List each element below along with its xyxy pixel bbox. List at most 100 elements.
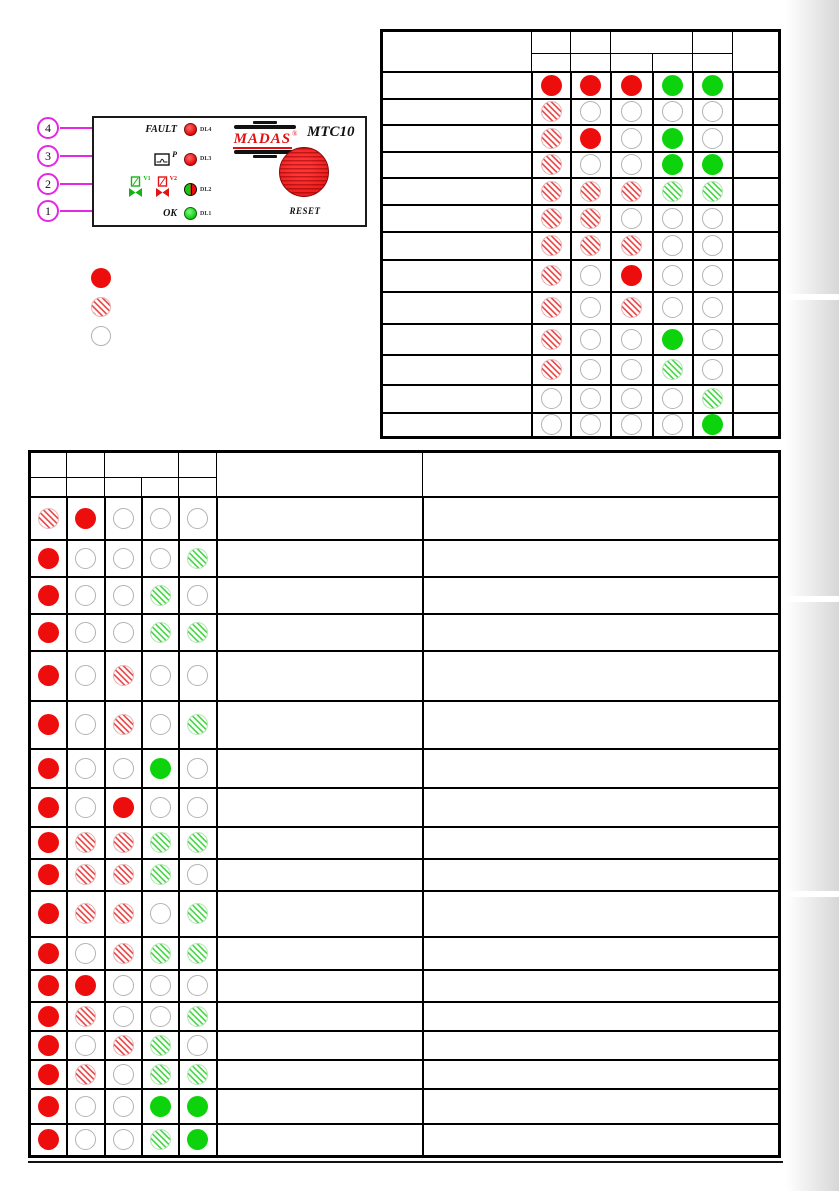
- description-cell: [215, 538, 424, 578]
- led-off-icon: [621, 101, 642, 122]
- led-state-cell: [28, 1000, 68, 1032]
- led-state-cell: [691, 150, 734, 179]
- led-state-cell: [28, 495, 68, 541]
- description-cell: [421, 747, 781, 789]
- table-row: [380, 258, 781, 293]
- description-cell: [215, 857, 424, 892]
- led-state-cell: [65, 935, 106, 971]
- reset-button: [279, 147, 329, 197]
- led-state-cell: [691, 322, 734, 356]
- bottom-table-header: [29, 451, 780, 497]
- led-green-blinking-icon: [187, 714, 208, 735]
- led-state-cell: [609, 97, 654, 126]
- led-dl2-icon: [184, 183, 197, 196]
- led-state-cell: [569, 322, 612, 356]
- panel-row-fault: FAULT DL4: [124, 123, 244, 136]
- callout-1: 1: [37, 200, 59, 222]
- led-off-icon: [187, 584, 208, 606]
- logo-bar-bottom: [234, 150, 296, 154]
- led-state-cell: [177, 857, 218, 892]
- description-cell: [421, 825, 781, 860]
- led-state-cell: [140, 857, 180, 892]
- led-red-on-icon: [37, 714, 59, 735]
- led-green-blinking-icon: [187, 903, 208, 924]
- description-cell: [731, 383, 781, 414]
- logo-bar-top-nub: [253, 121, 277, 124]
- led-state-cell: [569, 411, 612, 439]
- table-row: [28, 699, 781, 750]
- top-header-led2-cell: [570, 30, 611, 54]
- led-state-cell: [177, 699, 218, 750]
- pressure-switch-icon: P: [124, 150, 177, 168]
- description-cell: [731, 411, 781, 439]
- led-state-cell: [140, 889, 180, 938]
- led-red-blinking-icon: [112, 942, 134, 964]
- led-state-cell: [569, 123, 612, 153]
- led-state-cell: [65, 649, 106, 702]
- led-state-cell: [28, 935, 68, 971]
- description-cell: [421, 968, 781, 1003]
- description-cell: [215, 1087, 424, 1125]
- led-state-cell: [103, 857, 143, 892]
- led-red-blinking-icon: [540, 265, 562, 286]
- led-off-icon: [580, 328, 601, 350]
- description-cell: [380, 290, 533, 325]
- top-header-led1-cell: [531, 30, 571, 54]
- led-state-cell: [65, 1058, 106, 1090]
- led-state-cell: [103, 649, 143, 702]
- led-state-cell: [651, 383, 694, 414]
- led-state-cell: [65, 889, 106, 938]
- led-off-icon: [702, 235, 723, 256]
- table-row: [28, 538, 781, 578]
- led-off-icon: [112, 621, 134, 643]
- led-red-blinking-icon: [580, 235, 601, 256]
- led-state-cell: [651, 258, 694, 293]
- led-off-icon: [621, 328, 642, 350]
- led-state-cell: [530, 176, 572, 206]
- led-red-blinking-icon: [621, 180, 642, 202]
- valve-v1-label: V1: [143, 176, 151, 182]
- led-green-blinking-icon: [149, 864, 171, 885]
- led-green-blinking-icon: [149, 1063, 171, 1085]
- led-red-on-icon: [37, 903, 59, 924]
- led-green-on-icon: [702, 154, 723, 175]
- led-off-icon: [621, 207, 642, 229]
- bottom-header-remedy-cell: [422, 451, 780, 497]
- led-off-icon: [112, 584, 134, 606]
- model-name: MTC10: [307, 124, 355, 140]
- led-state-cell: [530, 123, 572, 153]
- led-state-cell: [609, 70, 654, 100]
- led-state-cell: [28, 1058, 68, 1090]
- led-off-icon: [662, 207, 683, 229]
- panel-row-valves: V1 V2 DL2: [124, 176, 264, 203]
- led-red-on-icon: [75, 507, 96, 529]
- led-red-on-icon: [37, 832, 59, 853]
- led-green-on-icon: [702, 414, 723, 436]
- led-red-blinking-icon: [540, 207, 562, 229]
- description-cell: [421, 935, 781, 971]
- led-off-icon: [702, 359, 723, 380]
- table-row: [380, 230, 781, 261]
- description-cell: [421, 1087, 781, 1125]
- description-cell: [421, 649, 781, 702]
- table-row: [28, 612, 781, 652]
- description-cell: [421, 1000, 781, 1032]
- led-state-cell: [569, 70, 612, 100]
- led-red-blinking-icon: [540, 154, 562, 175]
- led-red-blinking-icon: [540, 235, 562, 256]
- led-off-icon: [75, 942, 96, 964]
- led-state-cell: [177, 889, 218, 938]
- panel-row-pressure: P DL3: [124, 150, 244, 168]
- description-cell: [380, 322, 533, 356]
- led-red-blinking-icon: [112, 665, 134, 686]
- led-off-icon: [702, 101, 723, 122]
- led-state-cell: [28, 968, 68, 1003]
- led-off-icon: [75, 621, 96, 643]
- led-off-icon: [662, 101, 683, 122]
- led-off-icon: [112, 1063, 134, 1085]
- panel-row-ok: OK DL1: [124, 207, 244, 220]
- table-row: [28, 935, 781, 971]
- led-off-icon: [540, 414, 562, 436]
- description-cell: [421, 575, 781, 615]
